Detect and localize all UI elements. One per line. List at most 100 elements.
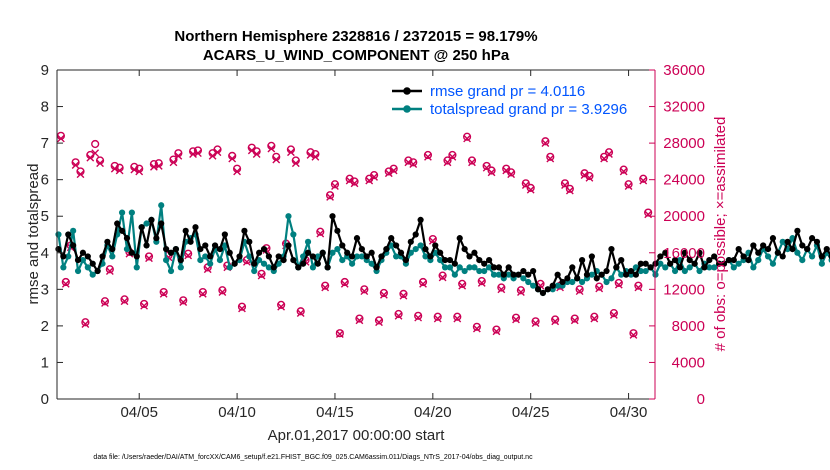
obs-assimilated-marker <box>194 149 202 158</box>
y2-tick-label: 4000 <box>672 354 705 371</box>
rmse-data-point <box>123 235 131 242</box>
rmse-data-point <box>671 256 679 264</box>
rmse-data-point <box>466 253 473 260</box>
obs-assimilated-marker <box>311 152 320 161</box>
rmse-data-point <box>769 235 777 242</box>
obs-possible-marker <box>404 156 413 165</box>
obs-possible-marker <box>521 179 530 188</box>
obs-possible-marker <box>144 252 154 261</box>
obs-assimilated-marker <box>551 317 560 326</box>
obs-possible-marker <box>604 148 614 157</box>
rmse-data-point <box>461 246 468 253</box>
obs-possible-marker <box>600 152 609 161</box>
obs-assimilated-marker <box>634 283 643 292</box>
spread-data-point <box>794 249 801 256</box>
rmse-data-point <box>657 253 664 260</box>
rmse-data-point <box>74 256 82 264</box>
obs-assimilated-marker <box>546 154 555 163</box>
rmse-data-point <box>226 249 233 256</box>
spread-data-point <box>466 264 473 271</box>
obs-assimilated-marker <box>433 314 442 323</box>
axes-frame <box>56 69 656 400</box>
spread-data-point <box>642 267 649 275</box>
spread-data-point <box>158 202 165 209</box>
obs-assimilated-marker <box>145 254 153 263</box>
y2-tick-label: 16000 <box>663 245 705 262</box>
rmse-data-point <box>495 264 502 271</box>
obs-possible-marker <box>482 161 491 171</box>
rmse-data-point <box>441 256 449 264</box>
rmse-data-point <box>79 249 87 256</box>
spread-data-point <box>618 271 625 278</box>
rmse-data-point <box>755 249 762 256</box>
obs-possible-marker <box>443 156 452 165</box>
spread-data-point <box>304 238 312 245</box>
spread-data-point <box>55 231 62 238</box>
rmse-data-point <box>432 242 439 249</box>
rmse-data-point <box>339 242 346 249</box>
rmse-data-point <box>216 246 224 253</box>
obs-possible-marker <box>492 325 501 334</box>
obs-assimilated-marker <box>526 185 535 194</box>
spread-data-point <box>207 260 214 267</box>
spread-data-point <box>657 260 664 267</box>
rmse-data-point <box>794 227 801 234</box>
obs-possible-marker <box>61 277 70 287</box>
spread-data-point <box>246 253 253 260</box>
rmse-data-point <box>388 235 395 242</box>
rmse-data-point <box>569 264 576 271</box>
rmse-data-point <box>84 253 91 260</box>
obs-possible-marker <box>81 318 90 327</box>
obs-possible-marker <box>340 277 349 287</box>
obs-possible-marker <box>487 166 496 175</box>
rmse-data-point <box>138 224 145 231</box>
rmse-data-point <box>637 260 644 267</box>
obs-assimilated-marker <box>91 149 100 158</box>
rmse-data-point <box>823 246 830 253</box>
obs-assimilated-marker <box>57 134 65 143</box>
rmse-data-point <box>481 260 488 267</box>
spread-data-point <box>779 238 786 245</box>
obs-assimilated-marker <box>624 182 633 190</box>
obs-assimilated-marker <box>198 290 207 298</box>
y-tick-label: 0 <box>41 391 49 408</box>
spread-data-point <box>417 242 424 249</box>
rmse-data-point <box>515 271 522 278</box>
obs-possible-marker <box>472 322 481 331</box>
rmse-data-point <box>182 227 189 234</box>
rmse-data-point <box>505 264 512 271</box>
rmse-data-point <box>603 267 610 275</box>
legend-rmse-marker <box>403 87 411 95</box>
rmse-data-point <box>632 271 640 278</box>
spread-data-point <box>755 256 762 264</box>
obs-assimilated-marker <box>81 320 90 328</box>
obs-possible-marker <box>321 281 330 290</box>
obs-possible-marker <box>507 168 516 177</box>
obs-possible-marker <box>546 152 555 161</box>
spread-data-point <box>681 267 688 275</box>
obs-possible-marker <box>389 164 398 173</box>
spread-data-point <box>143 220 150 227</box>
rmse-data-point <box>593 275 600 282</box>
rmse-data-point <box>304 249 312 256</box>
y2-tick-label: 32000 <box>663 99 705 116</box>
obs-possible-marker <box>614 278 623 288</box>
rmse-data-point <box>309 253 317 260</box>
rmse-data-point <box>813 238 821 245</box>
rmse-data-point <box>608 246 615 253</box>
spread-data-point <box>60 264 67 271</box>
spread-data-point <box>441 264 449 271</box>
obs-assimilated-marker <box>360 287 369 296</box>
rmse-data-point <box>539 289 547 297</box>
obs-assimilated-marker <box>609 311 618 319</box>
rmse-data-point <box>265 253 272 260</box>
rmse-data-point <box>618 256 625 264</box>
obs-assimilated-marker <box>414 313 423 322</box>
rmse-data-point <box>681 249 688 256</box>
rmse-data-point <box>324 264 331 271</box>
spread-data-point <box>799 256 806 264</box>
spread-data-point <box>808 253 816 260</box>
spread-data-point <box>505 271 512 278</box>
obs-possible-marker <box>531 317 540 326</box>
